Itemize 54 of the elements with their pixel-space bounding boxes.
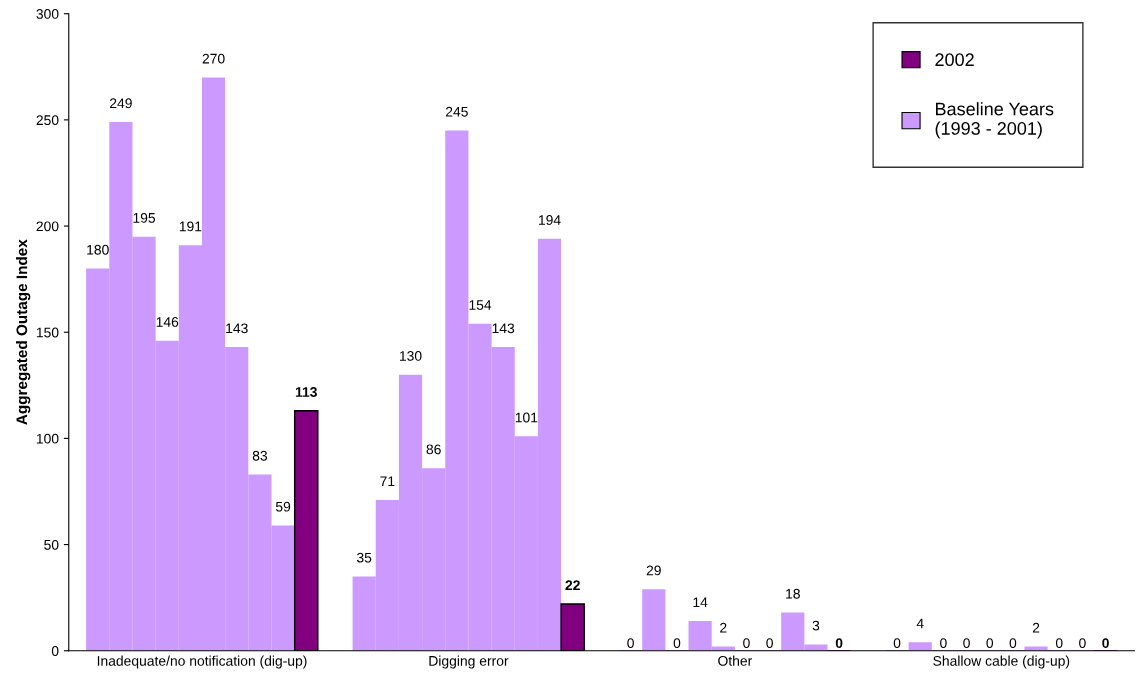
legend-label: 2002 <box>935 53 974 67</box>
data-label: 71 <box>380 476 395 486</box>
data-label: 86 <box>426 444 441 455</box>
data-label: 0 <box>835 638 843 648</box>
y-tick-label: 250 <box>36 115 59 126</box>
data-label: 0 <box>940 638 947 648</box>
data-label: 0 <box>1079 638 1086 648</box>
x-tick-label: Inadequate/no notification (dig-up) <box>97 655 307 669</box>
data-label: 0 <box>743 638 750 648</box>
data-label: 101 <box>515 412 538 423</box>
x-tick-label: Digging error <box>429 655 509 669</box>
data-label: 0 <box>673 638 681 648</box>
data-label: 0 <box>1055 638 1063 648</box>
data-label: 195 <box>133 212 156 223</box>
data-label: 0 <box>627 638 634 648</box>
y-tick-label: 50 <box>44 539 59 550</box>
data-label: 0 <box>1009 638 1017 648</box>
data-label: 0 <box>963 638 970 648</box>
x-tick-label: Shallow cable (dig-up) <box>933 655 1070 669</box>
data-label: 4 <box>916 618 924 629</box>
data-label: 143 <box>226 323 248 334</box>
data-label: 0 <box>986 638 994 648</box>
data-label: 0 <box>893 638 901 648</box>
data-label: 2 <box>720 622 727 633</box>
data-label: 249 <box>110 98 132 109</box>
data-label: 180 <box>87 244 109 255</box>
y-tick-label: 0 <box>51 646 59 656</box>
data-label: 146 <box>156 317 179 327</box>
data-label: 2 <box>1032 622 1040 633</box>
data-label: 270 <box>202 53 225 64</box>
data-label: 0 <box>766 638 773 648</box>
data-label: 194 <box>538 215 561 225</box>
data-label: 143 <box>492 323 515 334</box>
y-tick-label: 300 <box>36 9 59 19</box>
y-tick-label: 100 <box>36 433 59 444</box>
y-axis-title: Aggregated Outage Index <box>16 239 31 425</box>
data-label: 18 <box>786 588 800 599</box>
legend-label: Baseline Years (1993 - 2001) <box>935 102 1054 139</box>
y-tick-label: 200 <box>36 221 59 232</box>
data-label: 14 <box>693 597 708 608</box>
data-label: 0 <box>1102 638 1109 648</box>
data-label: 154 <box>469 300 492 310</box>
y-tick-label: 150 <box>36 327 59 338</box>
data-label: 35 <box>356 552 372 563</box>
data-label: 191 <box>179 221 202 232</box>
data-label: 29 <box>646 565 661 576</box>
data-label: 83 <box>252 450 268 461</box>
data-label: 3 <box>812 620 820 631</box>
data-label: 245 <box>445 106 468 117</box>
x-tick-label: Other <box>718 655 753 666</box>
data-label: 22 <box>565 580 580 591</box>
data-label: 59 <box>275 501 291 512</box>
data-label: 113 <box>295 387 317 397</box>
data-label: 130 <box>399 351 422 361</box>
